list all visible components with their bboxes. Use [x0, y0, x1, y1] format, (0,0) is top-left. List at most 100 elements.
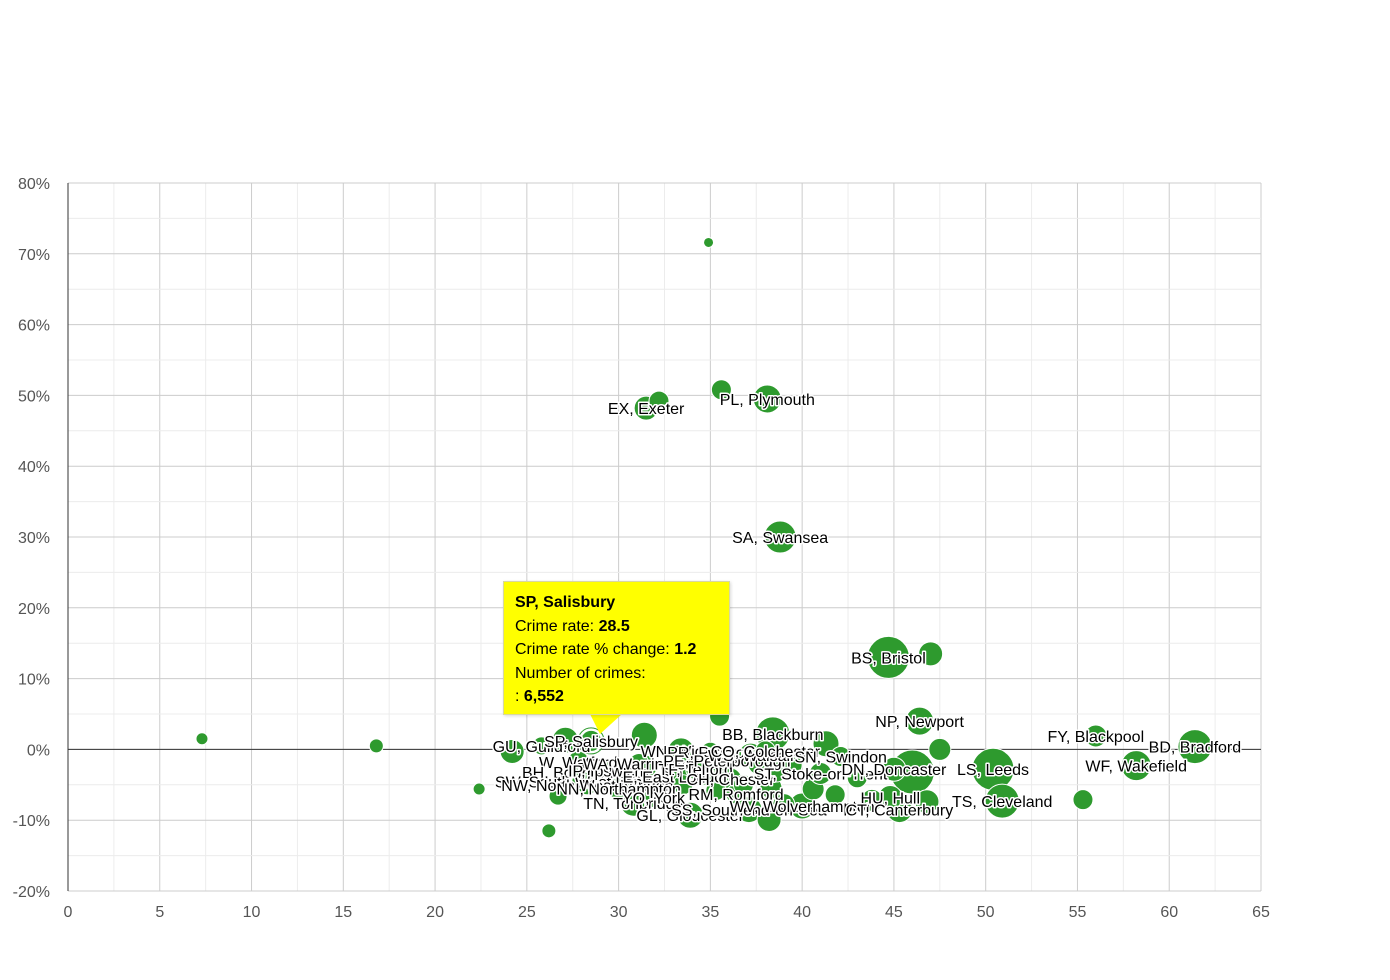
bubble[interactable] [472, 782, 486, 796]
bubble[interactable] [846, 767, 868, 789]
grid [67, 182, 1262, 892]
bubble-label: TF, Telford [658, 762, 732, 779]
bubble[interactable] [650, 777, 672, 799]
bubble-label: GU, Guildford [493, 739, 591, 756]
bubble[interactable] [703, 236, 715, 248]
bubble[interactable] [676, 801, 704, 829]
bubble-label: WV, Wolverhampton [730, 799, 875, 816]
x-tick-label: 45 [885, 904, 903, 921]
bubble-label: YO, York [622, 791, 686, 808]
tooltip-number-of-crimes-value: : 6,552 [515, 688, 564, 705]
x-tick-label: 35 [701, 904, 719, 921]
bubble[interactable] [772, 793, 796, 817]
bubble[interactable] [928, 737, 952, 761]
bubble-label: PR, Preston [667, 745, 753, 762]
y-tick-label: -20% [13, 884, 50, 901]
bubble[interactable] [1177, 729, 1213, 765]
bubble[interactable] [830, 745, 852, 767]
x-tick-label: 60 [1160, 904, 1178, 921]
x-tick-label: 40 [793, 904, 811, 921]
bubble[interactable] [752, 384, 782, 414]
bubble[interactable] [824, 784, 846, 806]
bubble-label: BD, Bradford [1149, 740, 1241, 757]
bubble-label: SW, South West London [495, 774, 669, 791]
y-tick-label: 30% [18, 530, 50, 547]
bubble-label: NN, Northampton [556, 781, 681, 798]
bubble[interactable] [881, 756, 907, 782]
bubble[interactable] [705, 779, 727, 801]
tooltip: SP, Salisbury Crime rate: 28.5 Crime rat… [503, 581, 730, 715]
bubble-label: DN, Doncaster [841, 762, 947, 779]
bubble[interactable] [984, 783, 1020, 819]
bubble[interactable] [532, 736, 552, 756]
x-tick-label: 30 [610, 904, 628, 921]
x-tick-label: 25 [518, 904, 536, 921]
x-tick-label: 10 [243, 904, 261, 921]
bubble[interactable] [672, 774, 694, 796]
y-tick-label: 50% [18, 388, 50, 405]
bubble[interactable] [596, 761, 616, 781]
bubble-label: NW, North West London [501, 778, 673, 795]
bubble[interactable] [754, 740, 776, 762]
bubble[interactable] [866, 635, 910, 679]
bubble-label: ST, Stoke-on-Trent [754, 766, 888, 783]
bubble-label: CT, Canterbury [846, 803, 954, 820]
bubble-label: CO, Colchester [711, 744, 821, 761]
bubble[interactable] [628, 753, 650, 775]
bubble-label: CH, Chester [687, 772, 776, 789]
tooltip-title: SP, Salisbury [515, 594, 616, 611]
bubbles-layer [195, 236, 1213, 839]
bubble-label: LS, Leeds [957, 762, 1029, 779]
bubble[interactable] [667, 737, 695, 765]
x-tick-label: 65 [1252, 904, 1270, 921]
tooltip-crime-rate: Crime rate: 28.5 [515, 617, 630, 635]
bubble-label: IP, Ipswich [568, 764, 643, 781]
x-tick-label: 0 [64, 904, 73, 921]
bubble[interactable] [1120, 750, 1152, 782]
y-tick-label: 40% [18, 459, 50, 476]
bubble[interactable] [648, 390, 670, 412]
bubble[interactable] [918, 641, 944, 667]
bubble-label: GL, Gloucester [636, 808, 744, 825]
tooltip-crime-rate-change: Crime rate % change: 1.2 [515, 641, 697, 658]
bubble[interactable] [685, 758, 707, 780]
bubble[interactable] [710, 379, 732, 401]
bubble[interactable] [763, 520, 797, 554]
bubble[interactable] [905, 706, 935, 736]
bubble[interactable] [860, 788, 884, 812]
y-axis-ticks: -20% -10% 0% 10% 20% 30% 40% 50% 60% 70% 80% [13, 176, 50, 901]
bubble[interactable] [499, 739, 525, 765]
bubble[interactable] [732, 774, 754, 796]
bubble[interactable] [630, 721, 658, 749]
bubble-label: SS, Southend-on-Sea [671, 803, 827, 820]
bubble-label: RM, Romford [689, 787, 784, 804]
bubble-label: NP, Newport [875, 714, 964, 731]
bubble[interactable] [765, 761, 787, 783]
bubble[interactable] [756, 806, 782, 832]
bubble[interactable] [1084, 724, 1108, 748]
y-tick-label: 10% [18, 672, 50, 689]
y-tick-label: 20% [18, 601, 50, 618]
x-tick-label: 5 [155, 904, 164, 921]
bubble[interactable] [1072, 789, 1094, 811]
bubble-label: BB, Blackburn [722, 727, 823, 744]
y-tick-label: 60% [18, 318, 50, 335]
bubble-label: WF, Wakefield [1085, 759, 1187, 776]
tooltip-number-of-crimes-label: Number of crimes: [515, 664, 646, 682]
bubble-label: PL, Plymouth [720, 392, 815, 409]
bubble-label: SP, Salisbury [544, 734, 638, 751]
x-tick-label: 55 [1069, 904, 1087, 921]
x-tick-label: 20 [426, 904, 444, 921]
bubble-label: FY, Blackpool [1047, 729, 1144, 746]
bubble[interactable] [615, 767, 637, 789]
bubble[interactable] [548, 786, 568, 806]
bubble[interactable] [914, 789, 940, 815]
bubble[interactable] [699, 741, 721, 763]
bubble[interactable] [195, 732, 209, 746]
bubble-label: BH, Bournemouth [522, 765, 649, 782]
bubble[interactable] [576, 774, 598, 796]
bubble[interactable] [541, 823, 557, 839]
bubble[interactable] [809, 761, 833, 785]
bubble[interactable] [368, 738, 384, 754]
